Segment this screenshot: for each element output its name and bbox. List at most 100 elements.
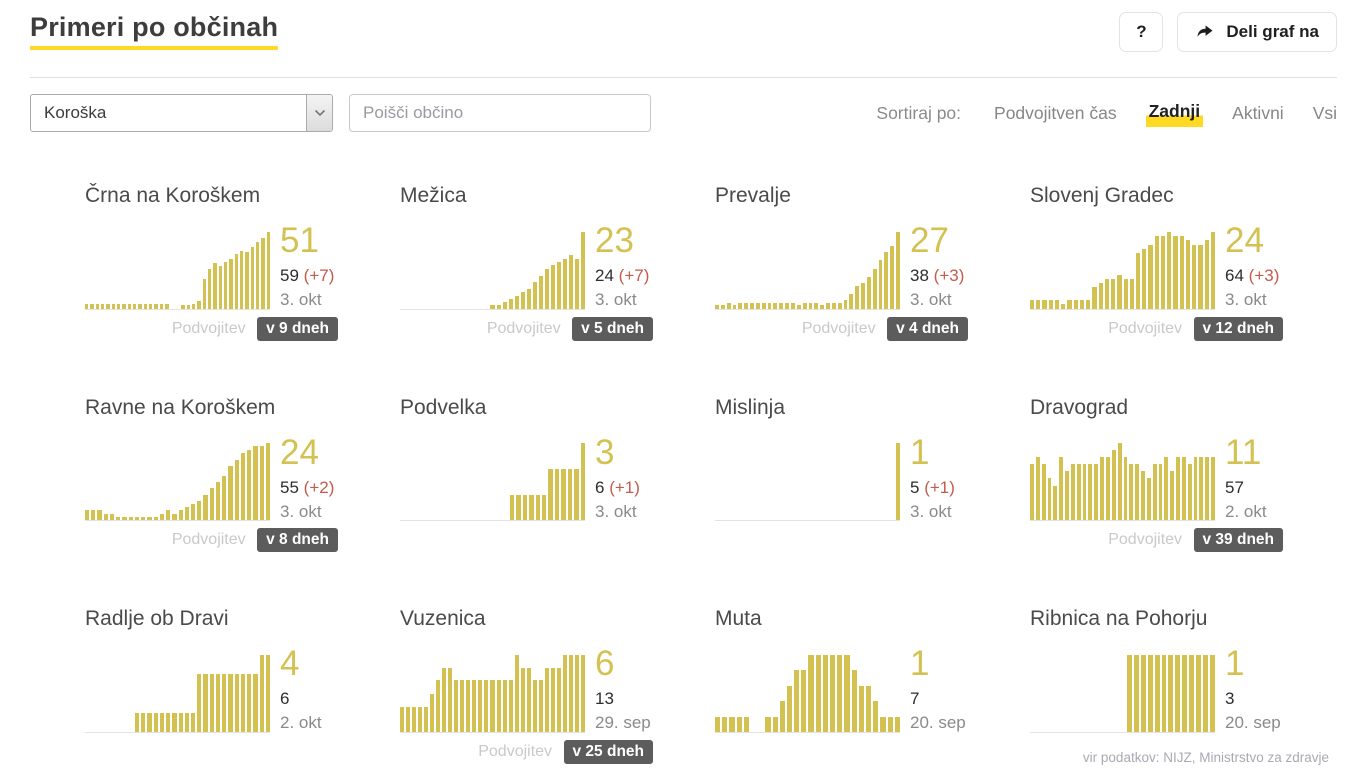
bar[interactable]	[1135, 253, 1141, 309]
bar[interactable]	[223, 261, 228, 309]
bar[interactable]	[229, 258, 233, 309]
bar-chart[interactable]	[400, 231, 585, 310]
bar[interactable]	[1170, 471, 1175, 521]
bar[interactable]	[222, 475, 227, 521]
bar[interactable]	[143, 304, 148, 309]
bar[interactable]	[750, 303, 754, 309]
bar[interactable]	[1117, 443, 1122, 521]
bar[interactable]	[880, 716, 886, 733]
help-button[interactable]: ?	[1119, 12, 1164, 52]
bar[interactable]	[580, 655, 585, 733]
bar[interactable]	[228, 465, 233, 521]
bar[interactable]	[172, 712, 177, 733]
bar[interactable]	[159, 514, 165, 521]
bar[interactable]	[1041, 464, 1046, 521]
bar[interactable]	[567, 468, 573, 521]
bar[interactable]	[1203, 655, 1208, 733]
bar[interactable]	[514, 655, 519, 733]
bar[interactable]	[122, 516, 127, 521]
sort-option-aktivni[interactable]: Aktivni	[1232, 102, 1284, 123]
bar[interactable]	[259, 446, 264, 521]
bar[interactable]	[1182, 655, 1188, 733]
bar[interactable]	[1133, 655, 1139, 733]
bar[interactable]	[1179, 236, 1184, 309]
bar[interactable]	[580, 443, 586, 521]
bar[interactable]	[520, 668, 525, 733]
bar[interactable]	[1042, 300, 1047, 309]
bar[interactable]	[502, 301, 507, 309]
bar[interactable]	[460, 680, 465, 733]
bar[interactable]	[490, 680, 495, 733]
bar[interactable]	[478, 680, 483, 733]
bar[interactable]	[266, 231, 271, 309]
bar[interactable]	[85, 304, 89, 309]
bar[interactable]	[732, 304, 737, 309]
bar[interactable]	[808, 303, 813, 309]
bar[interactable]	[1209, 655, 1215, 733]
bar[interactable]	[896, 231, 900, 309]
bar[interactable]	[767, 303, 772, 309]
bar[interactable]	[265, 655, 271, 733]
bar[interactable]	[218, 266, 222, 309]
bar[interactable]	[508, 298, 513, 309]
bar[interactable]	[1204, 240, 1209, 309]
bar[interactable]	[574, 655, 579, 733]
bar[interactable]	[1053, 485, 1058, 521]
bar[interactable]	[1035, 457, 1040, 521]
bar[interactable]	[522, 494, 528, 521]
bar[interactable]	[556, 668, 561, 733]
bar[interactable]	[256, 242, 260, 309]
bar[interactable]	[1088, 464, 1093, 521]
bar-chart[interactable]	[1030, 655, 1215, 734]
bar[interactable]	[548, 468, 553, 521]
bar[interactable]	[1067, 300, 1072, 309]
bar[interactable]	[153, 516, 158, 521]
bar[interactable]	[556, 261, 561, 309]
bar[interactable]	[562, 258, 567, 309]
bar[interactable]	[128, 516, 133, 521]
bar[interactable]	[1167, 231, 1172, 309]
bar[interactable]	[406, 706, 411, 733]
bar-chart[interactable]	[1030, 231, 1216, 310]
bar[interactable]	[815, 655, 821, 733]
bar[interactable]	[1111, 450, 1116, 521]
bar[interactable]	[166, 712, 171, 733]
bar[interactable]	[181, 304, 185, 309]
sort-option-podvojitven-cas[interactable]: Podvojitven čas	[994, 102, 1117, 123]
bar[interactable]	[245, 252, 249, 309]
bar[interactable]	[1168, 655, 1174, 733]
bar[interactable]	[1193, 457, 1198, 521]
bar[interactable]	[1152, 464, 1157, 521]
bar[interactable]	[541, 494, 547, 521]
bar[interactable]	[250, 247, 254, 309]
bar[interactable]	[554, 468, 560, 521]
bar[interactable]	[837, 655, 843, 733]
bar[interactable]	[831, 303, 836, 309]
bar[interactable]	[103, 514, 108, 521]
bar[interactable]	[259, 655, 264, 733]
bar[interactable]	[247, 674, 252, 733]
bar[interactable]	[779, 701, 785, 733]
bar[interactable]	[186, 304, 190, 309]
bar[interactable]	[1126, 655, 1132, 733]
bar[interactable]	[159, 712, 165, 733]
region-select[interactable]: Koroška	[30, 94, 333, 132]
bar[interactable]	[1187, 464, 1192, 521]
bar[interactable]	[538, 680, 543, 733]
bar[interactable]	[496, 680, 501, 733]
bar[interactable]	[253, 446, 258, 521]
bar-chart[interactable]	[400, 655, 585, 734]
bar[interactable]	[895, 443, 901, 521]
bar[interactable]	[1086, 300, 1091, 309]
bar[interactable]	[779, 303, 784, 309]
bar[interactable]	[1076, 464, 1081, 521]
bar[interactable]	[755, 303, 760, 309]
bar[interactable]	[134, 712, 140, 733]
bar[interactable]	[159, 304, 164, 309]
bar[interactable]	[184, 507, 189, 521]
bar[interactable]	[253, 674, 258, 733]
bar[interactable]	[1036, 300, 1041, 309]
bar[interactable]	[400, 706, 405, 733]
bar[interactable]	[872, 268, 877, 309]
bar[interactable]	[529, 494, 534, 521]
